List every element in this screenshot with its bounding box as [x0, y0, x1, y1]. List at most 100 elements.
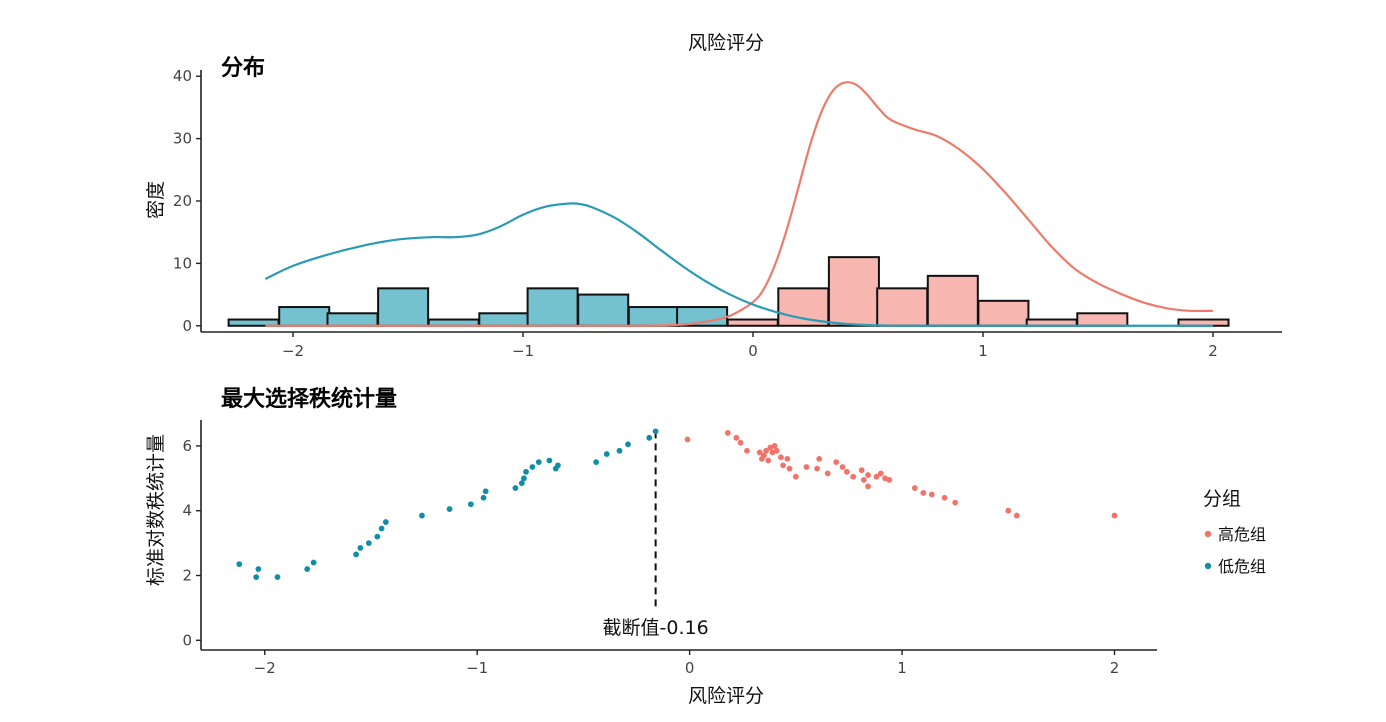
low-risk-point — [529, 464, 536, 470]
legend: 分组 高危组 低危组 — [1203, 488, 1266, 576]
bottom-ylabel: 标准对数秩统计量 — [145, 434, 167, 586]
high-risk-point — [724, 430, 731, 436]
high-risk-point — [1111, 512, 1118, 519]
top-x-tick-label: 2 — [1208, 342, 1218, 360]
low-risk-point — [357, 545, 364, 551]
low-risk-point — [523, 468, 529, 475]
top-x-tick-label: −2 — [282, 342, 304, 360]
low-risk-point — [255, 566, 262, 572]
high-risk-point — [833, 459, 840, 466]
high-risk-point — [952, 499, 959, 506]
low-risk-point — [625, 441, 631, 448]
cutoff-label: 截断值-0.16 — [603, 617, 709, 639]
high-hist-bar-7 — [1076, 312, 1129, 327]
top-y-tick-label: 0 — [182, 317, 192, 335]
bottom-panel-title: 最大选择秩统计量 — [221, 386, 397, 412]
high-risk-point — [744, 447, 750, 454]
top-y-tick-label: 30 — [173, 130, 192, 148]
high-risk-point — [803, 464, 810, 470]
high-risk-point — [763, 447, 770, 454]
top-plot-area: 0 10 20 30 40 −2 −1 0 1 2 — [173, 67, 1282, 360]
legend-swatch-low — [1204, 562, 1212, 570]
low-hist-bar-7 — [577, 293, 630, 327]
bottom-xlabel: 风险评分 — [688, 685, 764, 707]
legend-label-high: 高危组 — [1218, 525, 1266, 544]
low-hist-bar-8 — [627, 306, 680, 327]
high-risk-point — [850, 473, 857, 480]
low-hist-bar-5 — [478, 312, 531, 327]
low-risk-point — [652, 428, 659, 435]
low-risk-point — [310, 559, 317, 566]
low-risk-point — [535, 459, 542, 466]
high-risk-point — [778, 454, 784, 461]
bottom-y-tick-label: 6 — [182, 437, 192, 455]
low-risk-point — [378, 525, 385, 532]
bottom-x-tick-label: −1 — [466, 659, 488, 677]
top-panel-title: 分布 — [221, 55, 265, 81]
top-x-tick-label: 0 — [748, 342, 758, 360]
low-risk-point — [518, 480, 525, 487]
low-risk-point — [274, 574, 281, 581]
top-xlabel: 风险评分 — [688, 32, 764, 54]
top-ylabel: 密度 — [145, 181, 167, 219]
low-risk-point — [603, 451, 610, 457]
bottom-x-tick-label: 0 — [685, 659, 695, 677]
high-risk-point — [737, 439, 744, 446]
high-hist-bar-3 — [876, 287, 929, 327]
density-line-high — [265, 81, 1214, 327]
bottom-x-tick-label: −2 — [254, 659, 276, 677]
legend-label-low: 低危组 — [1218, 557, 1266, 576]
low-risk-point — [382, 519, 389, 525]
high-risk-point — [873, 473, 880, 480]
high-risk-point — [911, 485, 918, 491]
high-risk-point — [865, 483, 871, 490]
bottom-y-tick-label: 4 — [182, 502, 192, 520]
cutoff-label-bg — [593, 609, 718, 639]
high-risk-point — [920, 489, 927, 496]
low-risk-point — [374, 533, 381, 540]
high-hist-bar-5 — [977, 299, 1030, 327]
bottom-x-tick-label: 1 — [897, 659, 907, 677]
bottom-y-tick-label: 0 — [182, 631, 192, 649]
bottom-plot-area: 截断值-0.16 0 2 4 6 −2 −1 0 1 2 — [182, 420, 1157, 677]
high-risk-point — [814, 465, 820, 472]
low-risk-point — [304, 566, 311, 572]
high-risk-point — [858, 467, 865, 474]
high-risk-point — [1013, 512, 1020, 519]
low-risk-point — [546, 457, 553, 464]
high-hist-bar-4 — [926, 274, 979, 327]
high-risk-point — [877, 470, 884, 477]
legend-title: 分组 — [1203, 488, 1241, 510]
high-risk-point — [839, 464, 846, 470]
low-risk-point — [236, 561, 243, 568]
top-x-tick-label: 1 — [978, 342, 988, 360]
low-hist-bar-6 — [526, 287, 579, 327]
low-risk-point — [512, 485, 519, 491]
high-risk-point — [756, 449, 763, 456]
high-risk-point — [824, 470, 831, 477]
high-risk-point — [733, 434, 740, 441]
high-risk-point — [1005, 507, 1012, 514]
low-risk-point — [467, 501, 474, 508]
high-risk-point — [928, 491, 935, 498]
high-risk-point — [773, 447, 780, 454]
high-risk-point — [761, 452, 767, 459]
high-risk-point — [765, 457, 772, 464]
high-risk-point — [684, 436, 691, 443]
low-risk-point — [555, 462, 561, 469]
top-y-tick-label: 10 — [173, 254, 192, 272]
legend-swatch-high — [1204, 530, 1212, 538]
low-hist-bar-2 — [326, 312, 379, 327]
high-risk-point — [843, 468, 850, 475]
high-risk-point — [780, 462, 786, 469]
high-risk-point — [786, 465, 793, 472]
low-hist-bar-3 — [377, 287, 430, 327]
density-line-low — [264, 202, 1213, 327]
high-risk-point — [792, 473, 799, 480]
low-hist-bar-1 — [278, 306, 331, 327]
low-risk-point — [616, 447, 623, 454]
low-risk-point — [646, 434, 653, 441]
low-risk-point — [521, 475, 527, 482]
high-risk-point — [886, 477, 893, 483]
